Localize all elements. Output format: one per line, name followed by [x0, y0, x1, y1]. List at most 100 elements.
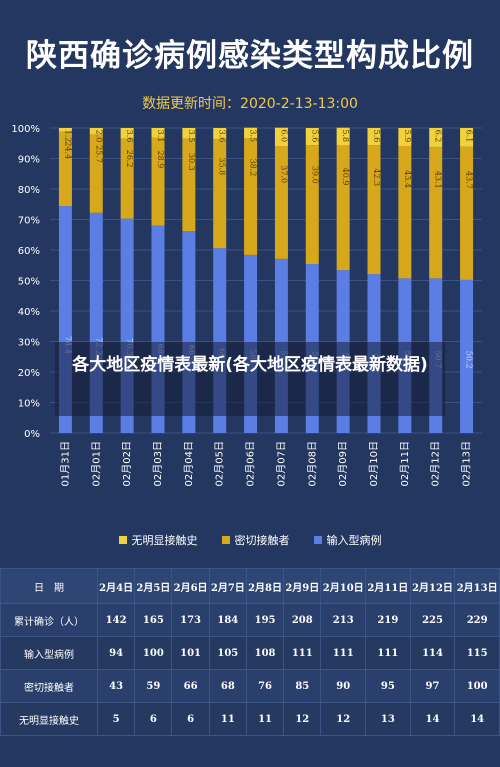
table-cell: 68 — [208, 669, 247, 703]
data-label: 2.0 — [94, 130, 103, 143]
bar-segment — [460, 146, 474, 280]
data-label: 43.1 — [434, 171, 443, 189]
legend-swatch — [118, 536, 127, 544]
table-cell: 229 — [454, 603, 500, 637]
table-header-cell: 2月10日 — [320, 568, 367, 604]
table-row: 密切接触者 43 59 66 68 76 85 90 95 97 100 — [0, 669, 500, 703]
table-cell: 66 — [171, 669, 210, 703]
table-header-cell: 日 期 — [0, 568, 98, 604]
bar-segment — [305, 145, 319, 265]
x-tick-label: 02月09日 — [337, 441, 349, 486]
table-header-cell: 2月5日 — [134, 568, 173, 604]
table-cell: 115 — [454, 636, 500, 670]
y-tick-label: 100% — [11, 124, 40, 135]
table-cell: 195 — [245, 603, 285, 637]
table-cell: 6 — [134, 702, 173, 736]
y-tick-label: 60% — [18, 246, 40, 257]
data-label: 3.6 — [218, 130, 227, 143]
x-tick-label: 02月04日 — [183, 441, 195, 486]
update-time: 数据更新时间：2020-2-13-13:00 — [142, 96, 358, 112]
table-header-cell: 2月12日 — [409, 568, 456, 604]
bar-segment — [244, 138, 258, 255]
data-label: 5.9 — [403, 130, 412, 143]
bar-segment — [213, 138, 227, 249]
bar-segment — [151, 137, 165, 226]
data-label: 28.9 — [156, 151, 165, 169]
table-header-cell: 2月7日 — [208, 568, 247, 604]
table-cell: 90 — [320, 669, 367, 703]
bar-segment — [305, 128, 319, 146]
table-header-cell: 2月11日 — [365, 568, 411, 604]
table-cell: 59 — [134, 669, 173, 703]
data-label: 42.3 — [372, 168, 381, 186]
stacked-bar-chart: 0%10%20%30%40%50%60%70%80%90%100%74.424.… — [11, 124, 482, 486]
x-tick-label: 02月13日 — [461, 441, 473, 486]
data-label: 43.7 — [465, 171, 474, 189]
bar-segment — [182, 128, 196, 139]
table-cell: 111 — [365, 636, 411, 670]
legend-swatch — [221, 536, 230, 544]
data-label: 26.2 — [125, 150, 134, 168]
y-tick-label: 0% — [24, 429, 40, 440]
table-cell: 114 — [409, 636, 456, 670]
bar-segment — [89, 128, 103, 135]
table-cell: 13 — [365, 702, 411, 736]
table-cell: 97 — [409, 669, 456, 703]
table-cell: 85 — [283, 669, 322, 703]
bar-segment — [213, 128, 227, 139]
table-cell: 11 — [208, 702, 247, 736]
bar-segment — [244, 127, 258, 139]
data-label: 6.1 — [465, 130, 474, 143]
x-tick-label: 02月03日 — [152, 441, 164, 486]
table-cell: 12 — [283, 702, 322, 736]
bar-segment — [460, 279, 474, 433]
bar-segment — [120, 128, 134, 139]
data-label: 40.9 — [341, 168, 350, 186]
table-header-cell: 2月6日 — [171, 568, 210, 604]
legend-label: 输入型病例 — [326, 534, 382, 547]
legend-item: 密切接触者 — [221, 532, 290, 548]
table-cell: 213 — [320, 603, 367, 637]
bar-segment — [120, 138, 134, 219]
table-cell: 6 — [171, 702, 210, 736]
table-cell: 12 — [320, 702, 367, 736]
table-header-cell: 2月8日 — [245, 568, 285, 604]
x-tick-label: 02月01日 — [90, 441, 102, 486]
table-cell: 225 — [409, 603, 456, 637]
table-cell: 密切接触者 — [0, 669, 98, 703]
x-tick-label: 02月12日 — [430, 441, 442, 486]
table-cell: 101 — [171, 636, 210, 670]
table-cell: 累计确诊（人） — [0, 603, 98, 637]
bar-segment — [336, 127, 350, 146]
y-tick-label: 50% — [18, 277, 40, 288]
bar-segment — [367, 145, 381, 275]
bar-segment — [336, 145, 350, 271]
table-cell: 14 — [409, 702, 456, 736]
table-cell: 208 — [283, 603, 322, 637]
legend-label: 无明显接触史 — [131, 534, 198, 547]
legend-item: 无明显接触史 — [118, 532, 198, 548]
data-label: 25.7 — [94, 145, 103, 163]
bar-segment — [58, 128, 72, 132]
legend-item: 输入型病例 — [313, 532, 382, 548]
page-title: 陕西确诊病例感染类型构成比例 — [26, 38, 474, 74]
bar-segment — [429, 128, 443, 147]
x-tick-label: 02月07日 — [275, 441, 287, 486]
bar-segment — [367, 128, 381, 146]
table-cell: 11 — [245, 702, 285, 736]
table-cell: 105 — [208, 636, 247, 670]
table-header-cell: 2月4日 — [96, 568, 136, 604]
data-label: 30.3 — [187, 153, 196, 171]
chart-legend: 无明显接触史 密切接触者 输入型病例 — [0, 532, 500, 548]
table-cell: 165 — [134, 603, 173, 637]
table-cell: 14 — [454, 702, 500, 736]
data-label: 50.2 — [465, 351, 474, 369]
table-cell: 142 — [96, 603, 136, 637]
data-label: 6.0 — [279, 129, 288, 142]
x-tick-label: 01月31日 — [59, 441, 71, 486]
x-tick-label: 02月05日 — [214, 441, 226, 486]
table-cell: 无明显接触史 — [0, 702, 98, 736]
bar-segment — [151, 128, 165, 138]
data-label: 3.6 — [125, 130, 134, 143]
table-cell: 100 — [454, 669, 500, 703]
